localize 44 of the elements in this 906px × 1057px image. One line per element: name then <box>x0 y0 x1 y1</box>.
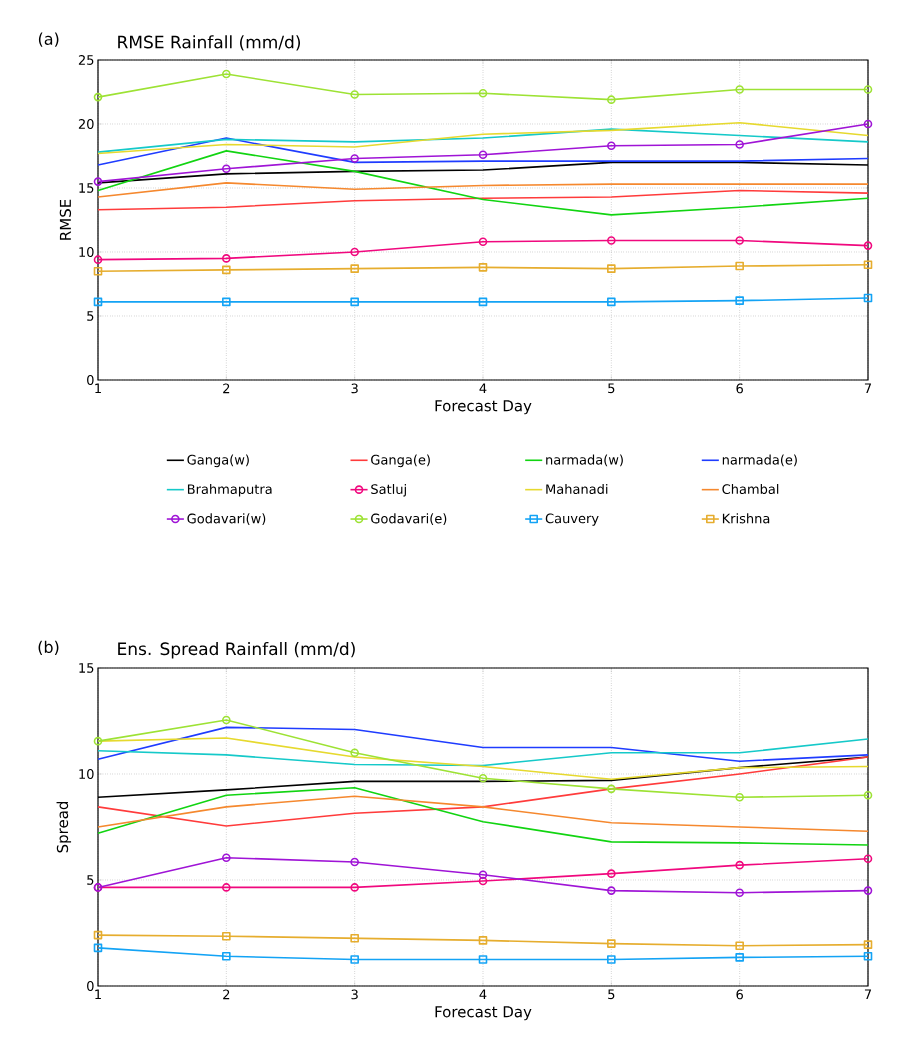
x-tick-label: 5 <box>608 989 615 1000</box>
y-axis-title: RMSE <box>59 199 72 240</box>
y-tick-label: 10 <box>79 769 94 779</box>
y-tick-label: 5 <box>87 875 94 885</box>
legend-label: Satluj <box>371 483 406 497</box>
y-tick-label: 25 <box>78 55 94 65</box>
legend-label: Ganga(e) <box>371 454 430 468</box>
x-tick-label: 4 <box>479 383 487 393</box>
y-tick-label: 20 <box>78 119 94 129</box>
legend-label: narmada(e) <box>722 454 797 467</box>
y-axis-title: Spread <box>56 801 72 853</box>
legend-label: Mahanadi <box>546 483 608 495</box>
legend-label: narmada(w) <box>546 454 623 467</box>
legend-label: Ganga(w) <box>187 454 249 468</box>
y-tick-label: 15 <box>79 183 94 193</box>
y-tick-label: 5 <box>87 311 94 321</box>
x-tick-label: 7 <box>864 383 872 393</box>
x-tick-label: 2 <box>223 989 230 1000</box>
text: (a) <box>38 32 59 47</box>
chart-title: RMSE Rainfall (mm/d) <box>118 35 301 51</box>
x-tick-label: 3 <box>351 989 358 1000</box>
x-tick-label: 3 <box>351 383 358 394</box>
y-tick-label: 10 <box>79 247 94 257</box>
legend-label: Godavari(e) <box>371 513 447 525</box>
legend-label: Brahmaputra <box>187 483 272 497</box>
y-tick-label: 0 <box>87 375 94 385</box>
x-tick-label: 6 <box>736 989 743 1000</box>
text: (b) <box>38 640 59 655</box>
x-tick-label: 7 <box>864 989 872 1000</box>
legend-label: Cauvery <box>545 513 599 526</box>
x-tick-label: 1 <box>95 383 101 393</box>
chart-title: Ens. Spread Rainfall (mm/d) <box>118 642 355 659</box>
x-axis-title: Forecast Day <box>435 400 532 415</box>
x-tick-label: 5 <box>608 383 615 394</box>
x-axis-title: Forecast Day <box>435 1006 532 1021</box>
x-tick-label: 4 <box>479 989 487 1000</box>
x-tick-label: 2 <box>223 383 230 394</box>
y-tick-label: 0 <box>87 981 94 991</box>
x-tick-label: 1 <box>95 989 101 1000</box>
legend-label: Chambal <box>722 483 779 495</box>
y-tick-label: 15 <box>79 663 94 673</box>
legend-label: Krishna <box>722 513 770 524</box>
x-tick-label: 6 <box>736 383 743 394</box>
legend-label: Godavari(w) <box>187 513 266 525</box>
